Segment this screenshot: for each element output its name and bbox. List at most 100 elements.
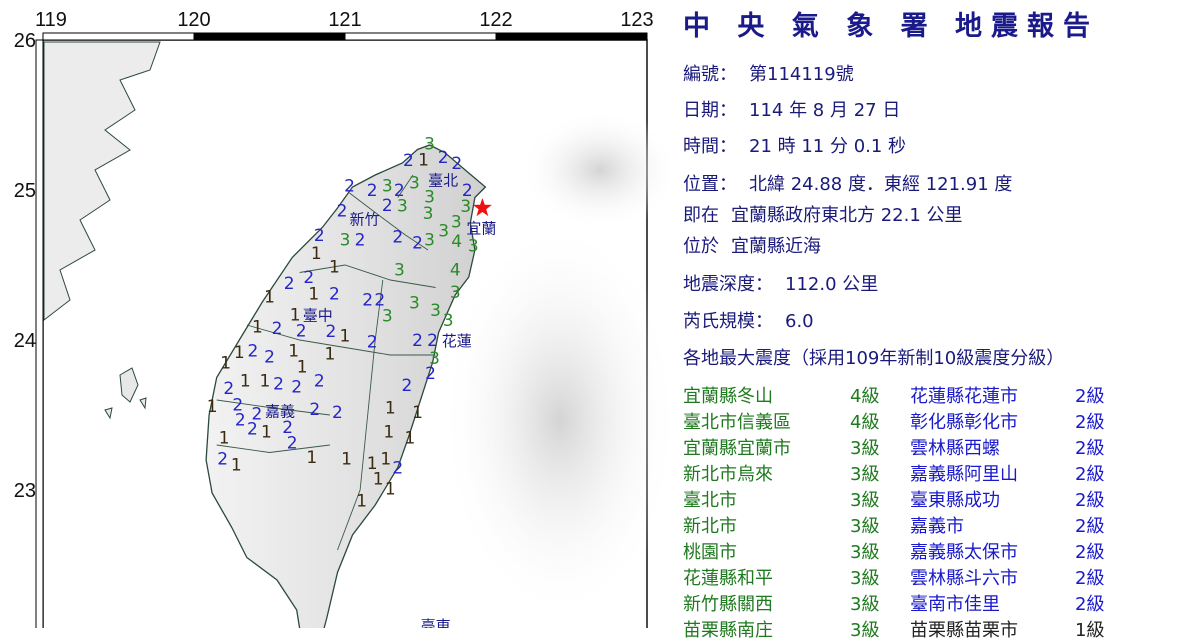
station-intensity-2: 2 (367, 181, 378, 201)
station-intensity-1: 1 (306, 448, 317, 468)
station-intensity-1: 1 (324, 345, 335, 365)
left-place: 花蓮縣和平 (683, 568, 773, 589)
intensity-row: 桃園市 3級 嘉義縣太保市 2級 (683, 538, 1200, 564)
mainland-coast (43, 41, 161, 322)
magnitude-value: 6.0 (785, 311, 814, 332)
scale-bar-left (35, 39, 44, 628)
station-intensity-3: 3 (468, 237, 479, 257)
number-value: 第114119號 (749, 64, 854, 85)
station-intensity-1: 1 (290, 306, 301, 326)
right-level: 2級 (1075, 412, 1105, 433)
depth-label: 地震深度： (683, 274, 773, 295)
report-title: 中 央 氣 象 署 地震報告 (683, 11, 1099, 42)
date-value: 114 年 8 月 27 日 (749, 100, 901, 121)
station-intensity-3: 3 (430, 301, 441, 321)
time-value: 21 時 11 分 0.1 秒 (749, 136, 907, 157)
lon-tick-label: 120 (177, 9, 210, 31)
report-date: 日期： 114 年 8 月 27 日 (683, 96, 912, 122)
location-label: 位置： (683, 174, 737, 195)
left-level: 3級 (850, 516, 880, 537)
right-place: 嘉義縣太保市 (910, 542, 1018, 563)
station-intensity-3: 3 (409, 294, 420, 314)
station-intensity-2: 2 (252, 405, 263, 425)
right-place: 臺東縣成功 (910, 490, 1000, 511)
depth-value: 112.0 公里 (785, 274, 879, 295)
region-label: 位於 (683, 236, 719, 257)
station-intensity-4: 4 (450, 261, 461, 281)
station-intensity-4: 4 (451, 232, 462, 252)
station-intensity-1: 1 (412, 403, 423, 423)
station-intensity-2: 2 (314, 226, 325, 246)
right-level: 2級 (1075, 386, 1105, 407)
right-level: 2級 (1075, 490, 1105, 511)
station-intensity-2: 2 (451, 154, 462, 174)
station-intensity-2: 2 (425, 364, 436, 384)
station-intensity-2: 2 (314, 372, 325, 392)
county-border (397, 174, 414, 198)
taiwan-coastline (205, 144, 487, 628)
station-intensity-3: 3 (394, 261, 405, 281)
intensity-row: 花蓮縣和平 3級 雲林縣斗六市 2級 (683, 564, 1200, 590)
scale-bar-segment (495, 32, 648, 41)
station-intensity-3: 3 (451, 213, 462, 233)
station-intensity-2: 2 (287, 434, 298, 454)
lat-tick-label: 23 (14, 480, 36, 502)
station-intensity-2: 2 (462, 181, 473, 201)
station-intensity-2: 2 (401, 376, 412, 396)
station-intensity-3: 3 (424, 135, 435, 155)
station-intensity-1: 1 (234, 343, 245, 363)
intensity-row: 臺北市 3級 臺東縣成功 2級 (683, 486, 1200, 512)
left-place: 苗栗縣南庄 (683, 620, 773, 641)
left-level: 3級 (850, 438, 880, 459)
time-label: 時間： (683, 136, 737, 157)
station-intensity-2: 2 (367, 333, 378, 353)
right-place: 雲林縣西螺 (910, 438, 1000, 459)
right-level: 1級 (1075, 620, 1105, 641)
left-place: 宜蘭縣冬山 (683, 386, 773, 407)
station-intensity-3: 3 (429, 349, 440, 369)
station-intensity-1: 1 (207, 397, 218, 417)
station-intensity-1: 1 (367, 454, 378, 474)
station-intensity-2: 2 (247, 342, 258, 362)
relative-value: 宜蘭縣政府東北方 22.1 公里 (731, 205, 963, 226)
right-level: 2級 (1075, 516, 1105, 537)
station-intensity-2: 2 (247, 420, 258, 440)
city-label: 臺北 (428, 172, 458, 190)
station-intensity-3: 3 (443, 311, 454, 331)
left-place: 臺北市信義區 (683, 412, 791, 433)
station-intensity-2: 2 (235, 411, 246, 431)
city-label: 宜蘭 (466, 220, 496, 238)
station-intensity-1: 1 (329, 258, 340, 278)
intensity-row: 臺北市信義區 4級 彰化縣彰化市 2級 (683, 408, 1200, 434)
lat-tick-label: 24 (14, 330, 36, 352)
station-intensity-2: 2 (264, 348, 275, 368)
lon-tick-label: 123 (620, 9, 653, 31)
seafloor-relief (520, 110, 670, 230)
right-level: 2級 (1075, 464, 1105, 485)
seafloor-relief (440, 220, 670, 620)
left-level: 4級 (850, 386, 880, 407)
report-relative-location: 即在 宜蘭縣政府東北方 22.1 公里 (683, 201, 975, 227)
left-place: 臺北市 (683, 490, 737, 511)
station-intensity-2: 2 (303, 268, 314, 288)
city-label: 臺中 (303, 307, 333, 325)
epicenter-star-icon (472, 198, 492, 217)
report-depth: 地震深度： 112.0 公里 (683, 270, 890, 296)
station-intensity-2: 2 (296, 322, 307, 342)
left-level: 3級 (850, 620, 880, 641)
right-place: 苗栗縣苗栗市 (910, 620, 1018, 641)
station-intensity-2: 2 (309, 400, 320, 420)
county-border (216, 399, 330, 416)
city-label: 新竹 (350, 211, 380, 229)
station-intensity-2: 2 (273, 375, 284, 395)
station-intensity-3: 3 (438, 222, 449, 242)
report-region: 位於 宜蘭縣近海 (683, 232, 833, 258)
city-label: 臺東 (421, 617, 451, 628)
station-intensity-2: 2 (217, 450, 228, 470)
right-level: 2級 (1075, 568, 1105, 589)
left-level: 3級 (850, 490, 880, 511)
lon-tick-label: 122 (479, 9, 512, 31)
station-intensity-2: 2 (382, 196, 393, 216)
